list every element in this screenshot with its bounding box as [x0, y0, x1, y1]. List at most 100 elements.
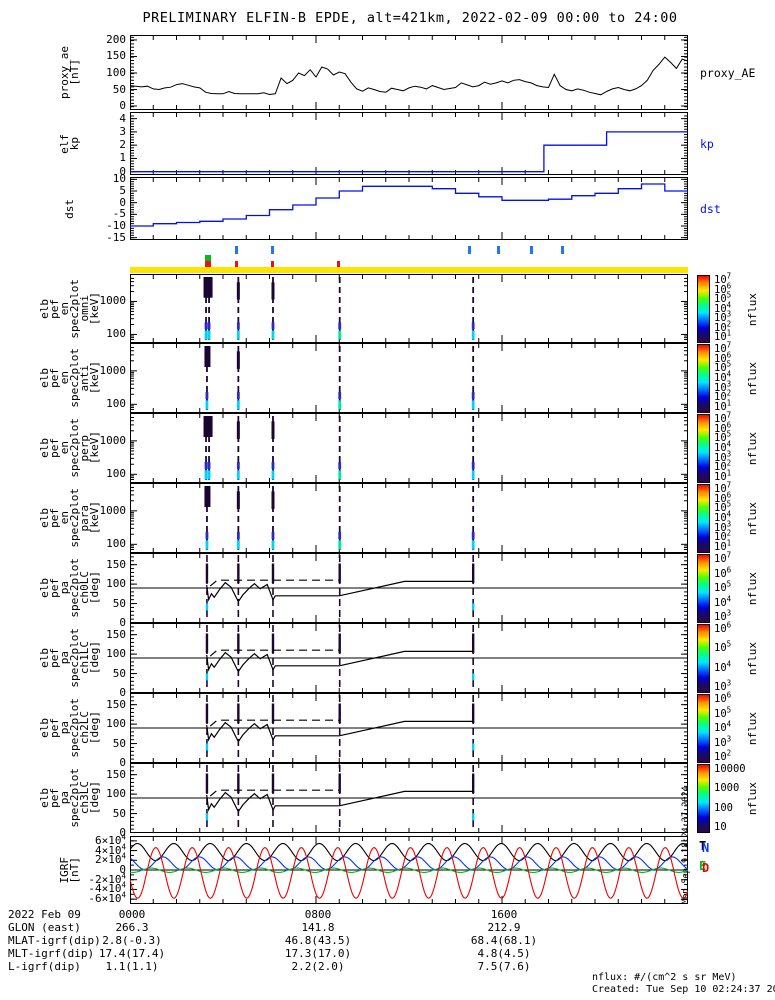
colorbar-tick-label: 107 — [714, 340, 732, 355]
igrf-legend-N: N — [702, 841, 710, 855]
exponent: 4 — [726, 594, 732, 603]
footer-row-value: 1.1(1.1) — [105, 960, 159, 973]
igrf-legend-D: D — [702, 861, 710, 875]
ytick-label: 50 — [112, 82, 126, 96]
exponent: 5 — [726, 499, 732, 509]
exponent: 3 — [726, 309, 732, 319]
science-zone-tick-red — [270, 261, 274, 268]
ytick-label: 0 — [119, 756, 126, 769]
exponent: 3 — [726, 519, 732, 529]
ytick-label: 0 — [119, 99, 126, 113]
science-zone-tick-red — [207, 261, 211, 268]
colorbar-title-pa1: nflux — [746, 642, 759, 676]
exponent: 7 — [726, 271, 732, 281]
exponent: 6 — [726, 620, 732, 630]
panel-kp-plot — [130, 112, 688, 175]
exponent: 6 — [726, 281, 732, 290]
footer-row-label: MLT-igrf(dip) — [8, 947, 95, 960]
colorbar-tick-label: 104 — [714, 659, 732, 674]
right-label-kp: kp — [700, 136, 714, 151]
colorbar-tick-label: 101 — [714, 468, 732, 483]
panel-pa2-plot — [130, 693, 688, 763]
colorbar-tick-label: 107 — [714, 271, 732, 286]
colorbar-tick-label: 105 — [714, 359, 732, 375]
colorbar-title-en3: nflux — [746, 502, 759, 536]
exponent: 4 — [121, 832, 126, 842]
panel-pa1-plot — [130, 623, 688, 693]
ytick-label: 100 — [106, 65, 126, 79]
exponent: 4 — [726, 439, 732, 449]
panel-igrf-plot — [130, 836, 688, 904]
science-zone-tick-blue — [496, 246, 500, 254]
colorbar-pa2 — [697, 694, 710, 763]
colorbar-title-en2: nflux — [746, 432, 759, 466]
colorbar-tick-label: 102 — [714, 748, 732, 763]
ytick-label: 100 — [106, 577, 126, 591]
ytick-label: 150 — [106, 697, 126, 711]
colorbar-tick-label: 106 — [714, 490, 732, 505]
exponent: 3 — [726, 734, 732, 743]
ytick-label: -5 — [112, 207, 126, 221]
ytick-label: -2×104 — [88, 871, 126, 886]
exponent: 4 — [121, 851, 126, 861]
ytick-label: 150 — [106, 627, 126, 641]
ytick-label: 1000 — [99, 294, 127, 308]
exponent: 4 — [121, 841, 126, 851]
footer-row-label: L-igrf(dip) — [8, 960, 81, 973]
colorbar-tick-label: 1000 — [714, 782, 740, 795]
ytick-label: 100 — [106, 717, 126, 731]
footer-row-value: 2.8(-0.3) — [102, 934, 162, 947]
footer-row-value: 141.8 — [301, 921, 335, 934]
exponent: 3 — [726, 449, 732, 459]
colorbar-tick-label: 103 — [714, 678, 732, 693]
ytick-label: 100 — [106, 327, 126, 341]
colorbar-title-pa3: nflux — [746, 782, 759, 816]
colorbar-tick-label: 103 — [714, 309, 732, 324]
exponent: 7 — [726, 410, 732, 420]
colorbar-tick-label: 103 — [714, 608, 732, 623]
science-zone-tick-red — [235, 261, 239, 268]
footer-row-value: 7.5(7.6) — [477, 960, 531, 973]
panel-pa0-plot — [130, 553, 688, 623]
science-zone-tick-blue — [270, 246, 274, 254]
colorbar-tick-label: 106 — [714, 350, 732, 365]
footer-row-value: 4.8(4.5) — [477, 947, 531, 960]
colorbar-tick-label: 104 — [714, 439, 732, 454]
exponent: 3 — [726, 678, 732, 688]
ytick-label: 50 — [112, 806, 126, 820]
footer-row-value: 1600 — [490, 908, 518, 921]
ytick-label: -10 — [106, 219, 126, 232]
science-zone-tick-blue — [468, 246, 472, 254]
footer-row-value: 17.3(17.0) — [284, 947, 352, 960]
ytick-label: 4 — [119, 111, 126, 125]
exponent: 6 — [726, 490, 732, 500]
exponent: 5 — [726, 359, 732, 369]
colorbar-en2 — [697, 414, 710, 483]
exponent: 2 — [726, 319, 732, 328]
exponent: 5 — [726, 705, 732, 714]
colorbar-title-pa0: nflux — [746, 572, 759, 606]
ytick-label: 150 — [106, 767, 126, 781]
science-zone-tick-blue — [235, 246, 239, 254]
colorbar-tick-label: 102 — [714, 458, 732, 474]
exponent: 4 — [726, 719, 732, 729]
ytick-label: 0 — [119, 616, 126, 629]
exponent: 2 — [726, 458, 732, 468]
ytick-label: 150 — [106, 49, 126, 63]
ytick-label: 1000 — [99, 433, 127, 447]
colorbar-tick-label: 106 — [714, 420, 732, 435]
ytick-label: -15 — [106, 230, 126, 244]
colorbar-tick-label: 104 — [714, 509, 732, 524]
ytick-label: 0 — [119, 195, 126, 209]
ytick-label: 100 — [106, 647, 126, 661]
panel-en2-plot — [130, 413, 688, 483]
exponent: 5 — [726, 579, 732, 589]
exponent: 7 — [726, 480, 732, 490]
colorbar-tick-label: 107 — [714, 410, 732, 425]
colorbar-tick-label: 104 — [714, 300, 732, 315]
colorbar-tick-label: 107 — [714, 480, 732, 495]
colorbar-tick-label: 105 — [714, 705, 732, 720]
colorbar-tick-label: 103 — [714, 379, 732, 394]
exponent: 3 — [726, 608, 732, 618]
